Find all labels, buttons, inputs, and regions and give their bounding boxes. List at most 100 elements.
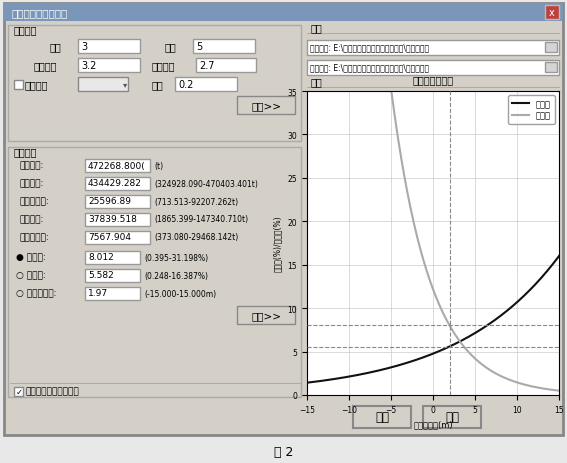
Text: ○ 贫化率:: ○ 贫化率: [16, 271, 46, 280]
Text: ✓: ✓ [16, 387, 23, 396]
Bar [307, 60, 559, 75]
贫化率 [386, 365, 392, 371]
贫化率 [485, 322, 492, 327]
损失率 [556, 388, 562, 394]
Bar [4, 4, 563, 22]
Bar [85, 231, 150, 244]
Text: 步数: 步数 [165, 42, 177, 52]
Bar [78, 59, 140, 73]
Text: 损失矿量:: 损失矿量: [20, 215, 44, 224]
Text: (0.248-16.387%): (0.248-16.387%) [144, 271, 208, 280]
损失率 [486, 368, 493, 373]
Text: 查看>>: 查看>> [251, 310, 281, 320]
Bar [85, 287, 140, 300]
Text: 图 2: 图 2 [274, 445, 293, 458]
Bar [307, 40, 559, 56]
Bar [423, 406, 481, 428]
Text: 37839.518: 37839.518 [88, 215, 137, 224]
Bar [85, 251, 140, 264]
Text: ● 损失率:: ● 损失率: [16, 253, 46, 262]
贫化率 [462, 336, 469, 342]
损失率 [462, 346, 469, 351]
Text: (713.513-92207.262t): (713.513-92207.262t) [154, 197, 238, 206]
Bar [545, 63, 557, 73]
Text: (373.080-29468.142t): (373.080-29468.142t) [154, 233, 238, 242]
Text: 输出矿岩界线处剖面图: 输出矿岩界线处剖面图 [25, 387, 79, 396]
Text: 5.582: 5.582 [88, 271, 114, 280]
Bar [85, 159, 150, 172]
Text: 矿岩分界处边界控制: 矿岩分界处边界控制 [12, 8, 68, 18]
Text: 7567.904: 7567.904 [88, 233, 131, 242]
Bar [14, 81, 23, 90]
Bar [353, 406, 411, 428]
Bar [8, 26, 301, 142]
Text: (0.395-31.198%): (0.395-31.198%) [144, 253, 208, 262]
X-axis label: 后冲线位置(m): 后冲线位置(m) [413, 419, 453, 428]
Text: 确定: 确定 [375, 411, 389, 424]
贫化率 [403, 360, 410, 366]
Text: 2.7: 2.7 [199, 61, 214, 71]
损失率 [403, 187, 410, 193]
损失率 [334, 89, 341, 94]
Text: 品位: 品位 [152, 80, 164, 90]
Text: 输入: 输入 [311, 23, 323, 33]
Text: 混入废石量:: 混入废石量: [20, 197, 50, 206]
Text: 3: 3 [81, 42, 87, 52]
Text: 0.2: 0.2 [178, 80, 193, 90]
Bar [237, 97, 295, 115]
Text: 步距: 步距 [50, 42, 62, 52]
Bar [78, 78, 128, 92]
Text: 计算>>: 计算>> [251, 101, 281, 111]
Text: x: x [549, 8, 555, 18]
Line: 损失率: 损失率 [307, 92, 559, 391]
贫化率 [334, 376, 341, 382]
Bar [85, 213, 150, 226]
Text: (324928.090-470403.401t): (324928.090-470403.401t) [154, 179, 258, 188]
Text: 块段模型: E:\【项目】露天矿爆破测试用例\品位控制块: 块段模型: E:\【项目】露天矿爆破测试用例\品位控制块 [310, 63, 429, 72]
Text: (t): (t) [154, 161, 163, 170]
Bar [85, 177, 150, 190]
Bar [175, 78, 237, 92]
Text: 矿体模型: E:\【项目】露天矿爆破测试用例\开采水平矿: 矿体模型: E:\【项目】露天矿爆破测试用例\开采水平矿 [310, 44, 429, 52]
Bar [237, 307, 295, 324]
Text: 取消: 取消 [445, 411, 459, 424]
Text: 3.2: 3.2 [81, 61, 96, 71]
Text: 472268.800(: 472268.800( [88, 161, 146, 170]
Text: 参数设置: 参数设置 [14, 25, 37, 35]
Y-axis label: 损失率(%)/贫化率(%): 损失率(%)/贫化率(%) [273, 215, 282, 272]
Line: 贫化率: 贫化率 [307, 257, 559, 383]
Bar [196, 59, 256, 73]
损失率 [485, 367, 492, 372]
Text: 损失金属量:: 损失金属量: [20, 233, 50, 242]
Title: 损失贫化曲线图: 损失贫化曲线图 [412, 75, 454, 86]
Text: (1865.399-147340.710t): (1865.399-147340.710t) [154, 215, 248, 224]
Text: 输出: 输出 [311, 77, 323, 87]
贫化率 [486, 321, 493, 326]
Bar [85, 195, 150, 208]
Text: (-15.000-15.000m): (-15.000-15.000m) [144, 289, 216, 298]
Bar [85, 269, 140, 282]
损失率 [386, 89, 392, 94]
Bar [193, 40, 255, 54]
Legend: 贫化率, 损失率: 贫化率, 损失率 [508, 96, 555, 125]
Bar [8, 148, 301, 397]
Text: 矿石体重: 矿石体重 [34, 61, 57, 71]
贫化率 [556, 254, 562, 259]
Text: 采出矿量:: 采出矿量: [20, 179, 44, 188]
Text: 25596.89: 25596.89 [88, 197, 131, 206]
Text: 434429.282: 434429.282 [88, 179, 142, 188]
贫化率 [303, 380, 310, 386]
Text: 指标设置: 指标设置 [14, 147, 37, 156]
Bar [545, 6, 559, 20]
Text: 动用矿量:: 动用矿量: [20, 161, 44, 170]
Bar [14, 387, 23, 396]
损失率 [303, 89, 310, 94]
Text: 金属元素: 金属元素 [25, 80, 49, 90]
Text: ▾: ▾ [123, 80, 127, 89]
Text: 1.97: 1.97 [88, 289, 108, 298]
Bar [545, 43, 557, 53]
Text: 废石体重: 废石体重 [152, 61, 176, 71]
Text: ○ 后冲线位置:: ○ 后冲线位置: [16, 289, 57, 298]
Text: 5: 5 [196, 42, 202, 52]
Text: 8.012: 8.012 [88, 253, 114, 262]
